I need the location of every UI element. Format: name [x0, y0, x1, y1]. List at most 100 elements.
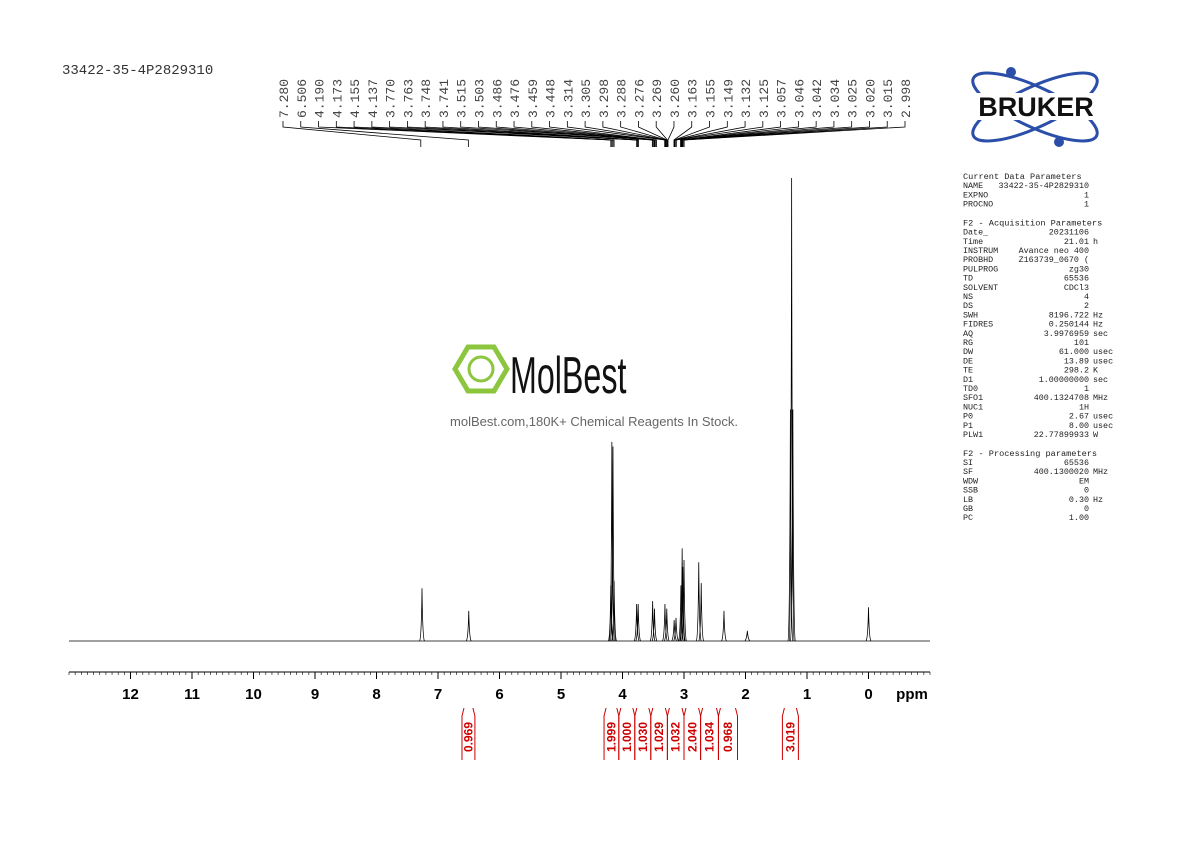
peak-label: 3.132 — [739, 79, 754, 118]
parameter-value: 298.2 — [1064, 366, 1089, 376]
parameter-value: 4 — [1084, 292, 1089, 302]
peak-label-connector — [407, 121, 638, 147]
parameter-name: PROCNO — [963, 200, 993, 210]
peak-label-connector — [681, 121, 817, 147]
parameter-value: Z163739_0670 ( — [1019, 255, 1089, 265]
peak-label-connector — [675, 121, 764, 147]
parameter-name: SF — [963, 467, 973, 477]
peak — [695, 562, 702, 642]
parameter-value: 101 — [1074, 338, 1089, 348]
peak-label-connector — [681, 121, 835, 147]
peak — [679, 548, 686, 642]
peak-label-connector — [442, 121, 639, 147]
x-tick-label: 5 — [557, 686, 565, 703]
parameter-name: D1 — [963, 375, 973, 385]
parameter-name: P0 — [963, 412, 973, 422]
parameter-name: DS — [963, 301, 973, 311]
peak-label: 3.459 — [526, 79, 541, 118]
x-axis-label: ppm — [896, 686, 928, 703]
integral-label: 0.968 — [721, 722, 735, 752]
parameter-section-title: F2 - Acquisition Parameters — [963, 218, 1102, 228]
parameter-value: 1H — [1079, 402, 1089, 412]
watermark-brand: MolBest — [510, 347, 626, 405]
integral-label: 1.030 — [636, 722, 650, 752]
peak-label: 3.155 — [704, 79, 719, 118]
parameter-name: PULPROG — [963, 264, 998, 274]
parameter-unit: K — [1093, 366, 1099, 376]
parameter-name: Date_ — [963, 228, 989, 238]
x-tick-label: 2 — [741, 686, 749, 703]
parameter-unit: usec — [1093, 412, 1113, 422]
peak — [744, 630, 751, 642]
parameter-name: SWH — [963, 310, 978, 320]
parameter-unit: usec — [1093, 356, 1113, 366]
parameter-value: 33422-35-4P2829310 — [999, 181, 1089, 191]
parameter-value: 2 — [1084, 301, 1089, 311]
parameter-value: Avance neo 400 — [1019, 246, 1089, 256]
x-tick-label: 1 — [803, 686, 811, 703]
parameter-value: 1 — [1084, 190, 1089, 200]
peak-label: 3.288 — [615, 79, 630, 118]
parameter-name: INSTRUM — [963, 246, 998, 256]
peak-label-connector — [620, 121, 667, 147]
parameter-value: 400.1324708 — [1034, 393, 1089, 403]
watermark-tagline: molBest.com,180K+ Chemical Reagents In S… — [450, 414, 738, 429]
parameter-unit: Hz — [1093, 310, 1103, 320]
integral-label: 1.000 — [620, 722, 634, 752]
parameter-name: NS — [963, 292, 973, 302]
parameter-unit: MHz — [1093, 393, 1108, 403]
parameter-unit: sec — [1093, 329, 1108, 339]
parameter-value: 2.67 — [1069, 412, 1089, 422]
sample-name: 33422-35-4P2829310 — [62, 63, 213, 79]
x-tick-label: 9 — [311, 686, 319, 703]
peak — [633, 603, 640, 642]
peak — [721, 610, 727, 642]
peak — [465, 610, 472, 642]
peak-label: 3.486 — [490, 79, 505, 118]
parameter-value: 0 — [1084, 486, 1089, 496]
parameter-name: WDW — [963, 476, 979, 486]
parameter-name: P1 — [963, 421, 973, 431]
parameter-value: 21.01 — [1064, 237, 1089, 247]
parameter-value: CDCl3 — [1064, 283, 1089, 293]
integral-label: 2.040 — [685, 722, 699, 752]
parameter-value: 65536 — [1064, 274, 1089, 284]
parameter-value: 61.000 — [1059, 347, 1089, 357]
parameter-name: TE — [963, 366, 973, 376]
peak-label-connector — [335, 121, 613, 147]
peak — [789, 409, 796, 642]
parameter-unit: sec — [1093, 375, 1108, 385]
peak — [681, 559, 687, 642]
parameter-section-title: Current Data Parameters — [963, 172, 1082, 182]
peak-label-connector — [674, 121, 728, 147]
peak-label: 3.015 — [881, 79, 896, 118]
parameter-value: 0 — [1084, 504, 1089, 514]
peak-label: 6.506 — [295, 79, 310, 118]
peak-label: 3.034 — [828, 79, 843, 118]
parameter-value: EM — [1079, 476, 1089, 486]
peak — [679, 566, 686, 642]
parameter-unit: W — [1093, 430, 1099, 440]
parameter-unit: usec — [1093, 347, 1113, 357]
peak-label-connector — [460, 121, 653, 147]
integral-label: 3.019 — [783, 722, 797, 752]
peak-label-connector — [566, 121, 666, 147]
peak-label: 4.155 — [348, 79, 363, 118]
peak-label-connector — [495, 121, 655, 147]
parameter-name: SSB — [963, 486, 978, 496]
parameter-name: GB — [963, 504, 973, 514]
peak-label: 3.741 — [437, 79, 452, 118]
peak-label-connector — [673, 121, 693, 147]
x-tick-label: 4 — [618, 686, 627, 703]
peak-label: 3.269 — [650, 79, 665, 118]
parameter-value: 1.00000000 — [1039, 375, 1089, 385]
parameter-value: 3.9976959 — [1044, 329, 1089, 339]
peak-label-connector — [478, 121, 654, 147]
integral-bracket — [717, 707, 739, 760]
parameter-name: NAME — [963, 181, 983, 191]
peak-label: 3.057 — [775, 79, 790, 118]
peak-label: 3.448 — [544, 79, 559, 118]
parameter-name: LB — [963, 495, 973, 505]
parameter-name: EXPNO — [963, 190, 988, 200]
